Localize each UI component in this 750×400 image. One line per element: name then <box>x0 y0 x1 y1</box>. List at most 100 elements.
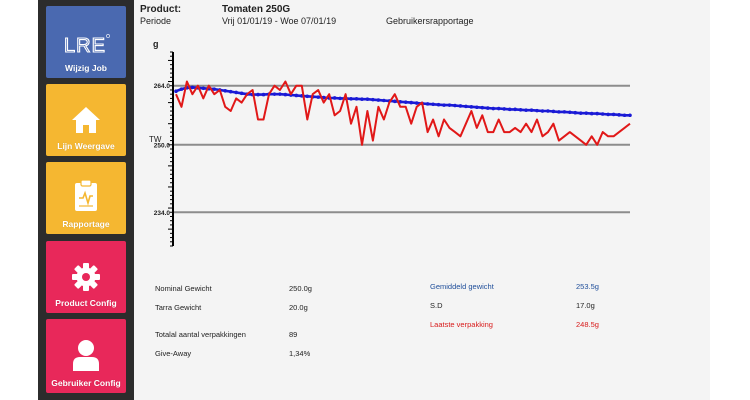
average-weight-point <box>239 91 244 96</box>
average-weight-point <box>371 97 375 102</box>
clipboard-report-icon <box>75 179 97 211</box>
sidebar: LRE Wijzig Job Lijn Weergave Rapportage <box>38 0 134 400</box>
y-tick-label: 250.0 <box>154 142 171 149</box>
average-weight-point <box>496 106 501 111</box>
average-weight-point <box>584 111 589 115</box>
average-weight-point <box>453 103 457 108</box>
average-weight-point <box>278 92 282 96</box>
average-weight-point <box>562 110 567 114</box>
gebruiker-config-label: Gebruiker Config <box>51 378 121 388</box>
average-weight-point <box>491 106 496 111</box>
average-weight-point <box>234 90 238 95</box>
lijn-weergave-button[interactable]: Lijn Weergave <box>46 84 126 156</box>
lijn-weergave-label: Lijn Weergave <box>57 141 115 151</box>
tarra-weight-label: Tarra Gewicht <box>155 303 202 312</box>
average-weight-point <box>578 111 583 115</box>
product-config-button[interactable]: Product Config <box>46 241 126 313</box>
home-icon <box>72 107 100 133</box>
average-weight-point <box>283 92 288 97</box>
total-packages-value: 89 <box>289 330 298 339</box>
average-weight-point <box>458 104 463 108</box>
average-weight-point <box>529 108 534 112</box>
average-weight-point <box>431 102 435 107</box>
rapportage-label: Rapportage <box>62 219 110 229</box>
give-away-label: Give-Away <box>155 349 192 358</box>
average-weight-point <box>611 112 616 117</box>
average-weight-point <box>261 92 266 97</box>
y-axis-label: g <box>153 39 159 49</box>
average-weight-line <box>175 86 630 117</box>
average-weight-point <box>524 108 528 112</box>
average-weight-point <box>425 102 430 106</box>
average-weight-point <box>535 108 539 113</box>
average-weight-point <box>392 99 397 104</box>
average-weight-point <box>442 103 446 107</box>
wijzig-job-label: Wijzig Job <box>65 63 107 73</box>
average-weight-point <box>305 94 310 99</box>
average-weight-point <box>589 111 594 116</box>
nominal-weight-label: Nominal Gewicht <box>155 284 212 293</box>
average-weight-point <box>294 93 299 98</box>
average-weight-point <box>316 95 321 99</box>
average-weight-point <box>464 104 468 109</box>
average-weight-point <box>595 111 599 116</box>
average-weight-point <box>518 107 523 112</box>
average-weight-point <box>573 110 578 115</box>
total-packages-label: Totalal aantal verpakkingen <box>155 330 246 339</box>
gebruiker-config-button[interactable]: Gebruiker Config <box>46 319 126 393</box>
average-weight-point <box>622 113 627 118</box>
average-weight-point <box>436 102 441 107</box>
average-weight-point <box>272 92 277 96</box>
average-weight-point <box>174 89 178 94</box>
average-weight-point <box>507 107 512 112</box>
wijzig-job-button[interactable]: LRE Wijzig Job <box>46 6 126 78</box>
average-weight-point <box>409 100 414 105</box>
product-label: Product: <box>140 4 182 15</box>
average-weight-point <box>485 106 490 110</box>
average-weight-point <box>403 100 408 104</box>
lre-logo-text: LRE <box>64 35 106 57</box>
average-weight-point <box>354 97 359 101</box>
gear-icon <box>72 263 100 291</box>
user-icon <box>73 340 99 371</box>
average-weight-point <box>617 113 621 117</box>
average-weight-label: Gemiddeld gewicht <box>430 282 494 291</box>
average-weight-point <box>223 89 228 93</box>
average-weight-point <box>469 105 474 109</box>
average-weight-point <box>606 112 610 117</box>
tarra-weight-value: 20.0g <box>289 303 308 312</box>
average-weight-point <box>414 101 419 105</box>
average-weight-point <box>568 110 572 115</box>
product-config-label: Product Config <box>55 298 117 308</box>
average-weight-point <box>256 92 260 97</box>
y-tick-label: 264.0 <box>154 83 171 90</box>
average-weight-point <box>228 89 233 94</box>
last-package-label: Laatste verpakking <box>430 320 493 329</box>
average-weight-point <box>447 103 452 107</box>
report-title: Gebruikersrapportage <box>386 16 474 26</box>
lre-logo-icon: LRE <box>63 34 110 57</box>
average-weight-point <box>382 98 386 103</box>
average-weight-point <box>360 97 364 102</box>
average-weight-point <box>212 87 217 91</box>
target-weight-label: TW <box>149 135 162 144</box>
average-weight-point <box>190 85 195 90</box>
average-weight-point <box>376 98 381 102</box>
average-weight-point <box>349 97 353 101</box>
average-weight-point <box>332 96 337 100</box>
average-weight-point <box>480 105 485 110</box>
last-package-value: 248.5g <box>576 320 599 329</box>
average-weight-point <box>179 87 184 91</box>
average-weight-point <box>540 109 545 113</box>
period-value: Vrij 01/01/19 - Woe 07/01/19 <box>222 16 337 26</box>
sd-label: S.D <box>430 301 443 310</box>
weight-chart: 264.0 250.0 234.0 g TW <box>149 39 632 247</box>
y-tick-label: 234.0 <box>154 210 171 217</box>
last-package-line <box>175 80 631 146</box>
average-weight-point <box>546 109 550 113</box>
average-weight-point <box>201 86 206 91</box>
main-panel: Product: Tomaten 250G Periode Vrij 01/01… <box>134 0 710 400</box>
average-weight-point <box>513 107 517 112</box>
average-weight-point <box>557 110 561 114</box>
rapportage-button[interactable]: Rapportage <box>46 162 126 234</box>
